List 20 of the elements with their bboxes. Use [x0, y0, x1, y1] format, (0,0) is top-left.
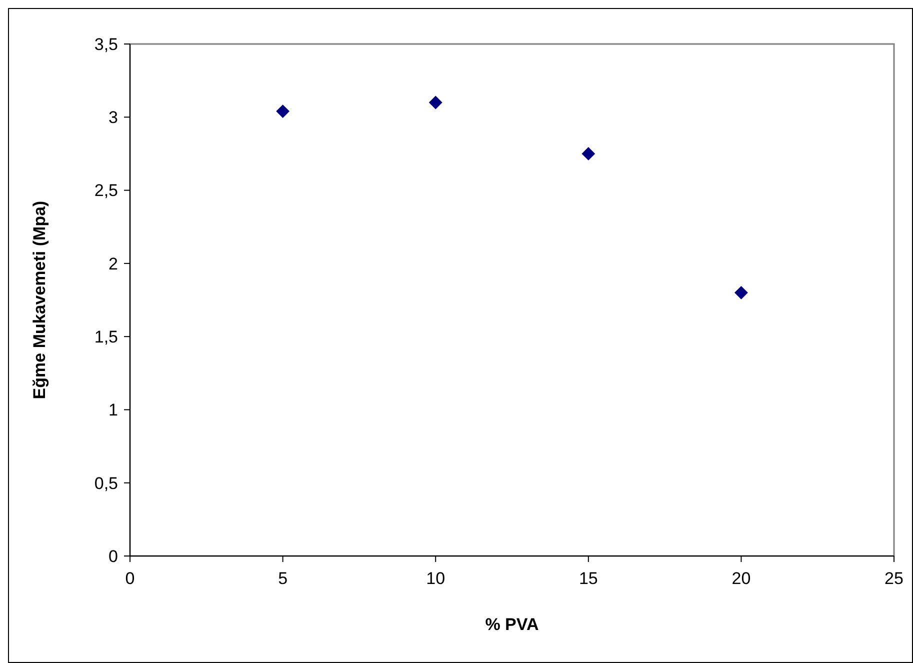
x-axis-title: % PVA	[485, 615, 539, 634]
y-tick-label: 2,5	[94, 181, 118, 200]
y-axis-title: Eğme Mukavemeti (Mpa)	[30, 200, 49, 400]
point	[734, 286, 748, 300]
y-tick-label: 1,5	[94, 328, 118, 347]
x-tick-label: 25	[884, 569, 904, 588]
x-tick-label: 5	[278, 569, 288, 588]
x-tick-label: 0	[125, 569, 135, 588]
x-tick-label: 20	[732, 569, 751, 588]
y-tick-label: 3,5	[94, 34, 118, 54]
x-tick-label: 10	[426, 569, 446, 588]
y-tick-label: 2	[108, 254, 118, 274]
x-tick-label: 15	[578, 569, 598, 588]
y-tick-label: 1	[108, 400, 118, 420]
y-tick-label: 3	[108, 108, 118, 128]
y-tick-label: 0,5	[94, 474, 118, 493]
point	[582, 147, 596, 160]
point	[276, 104, 290, 118]
point	[428, 96, 442, 110]
y-tick-label: 0	[108, 546, 118, 566]
